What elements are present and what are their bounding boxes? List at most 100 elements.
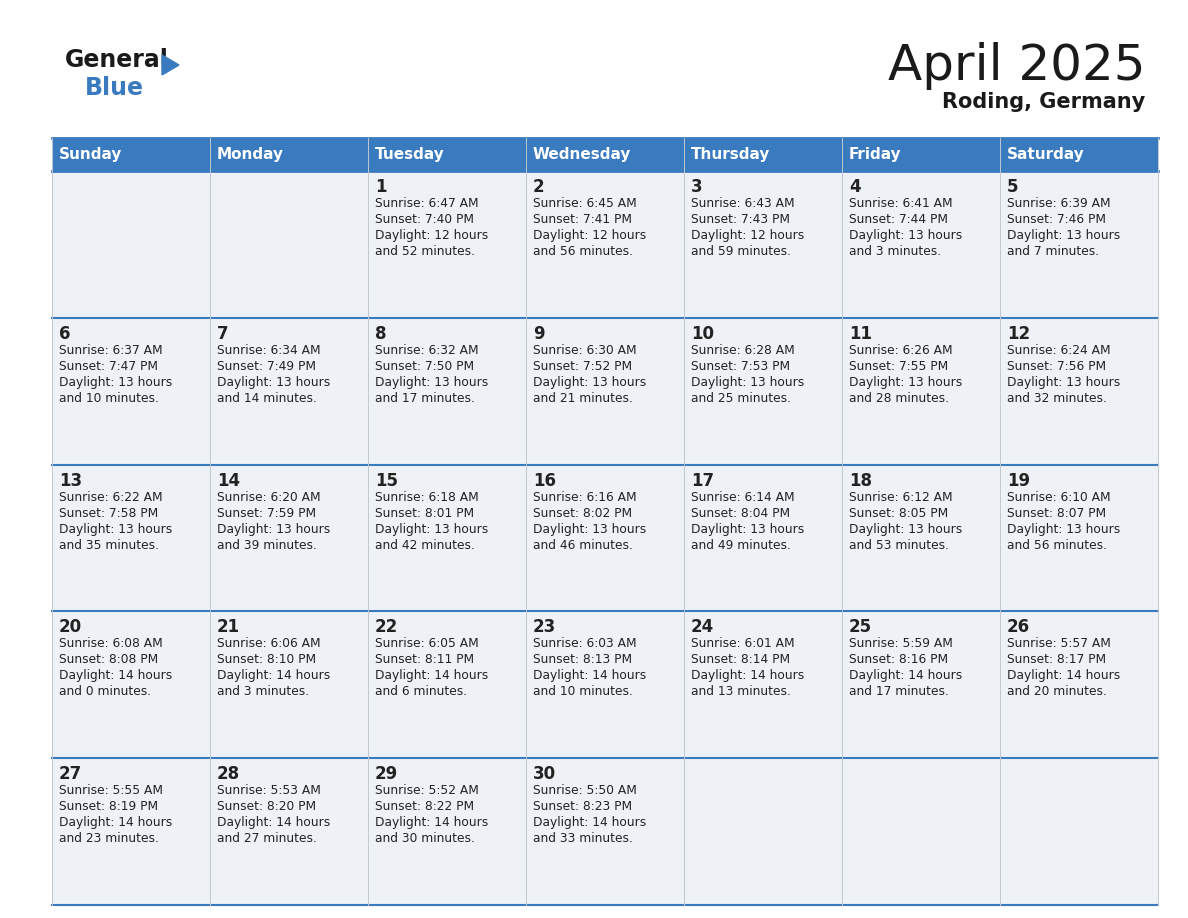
Text: Daylight: 14 hours: Daylight: 14 hours — [375, 669, 488, 682]
Text: 4: 4 — [849, 178, 860, 196]
Text: and 25 minutes.: and 25 minutes. — [691, 392, 791, 405]
Text: 5: 5 — [1007, 178, 1018, 196]
Text: Sunrise: 6:41 AM: Sunrise: 6:41 AM — [849, 197, 953, 210]
Text: Sunrise: 6:32 AM: Sunrise: 6:32 AM — [375, 344, 479, 357]
Bar — [210, 611, 368, 758]
Text: Sunrise: 6:22 AM: Sunrise: 6:22 AM — [59, 490, 163, 504]
Bar — [684, 171, 842, 318]
Text: and 13 minutes.: and 13 minutes. — [691, 686, 791, 699]
Text: Sunset: 7:59 PM: Sunset: 7:59 PM — [217, 507, 316, 520]
Text: and 6 minutes.: and 6 minutes. — [375, 686, 467, 699]
Text: Sunset: 8:11 PM: Sunset: 8:11 PM — [375, 654, 474, 666]
Text: Sunrise: 6:43 AM: Sunrise: 6:43 AM — [691, 197, 795, 210]
Text: and 32 minutes.: and 32 minutes. — [1007, 392, 1107, 405]
Bar — [526, 318, 684, 465]
Text: Sunrise: 5:52 AM: Sunrise: 5:52 AM — [375, 784, 479, 797]
Text: and 0 minutes.: and 0 minutes. — [59, 686, 151, 699]
Text: and 7 minutes.: and 7 minutes. — [1007, 245, 1099, 258]
Text: Sunrise: 6:20 AM: Sunrise: 6:20 AM — [217, 490, 321, 504]
Text: Sunrise: 6:30 AM: Sunrise: 6:30 AM — [533, 344, 637, 357]
Bar — [1000, 171, 1158, 318]
Text: Sunrise: 5:53 AM: Sunrise: 5:53 AM — [217, 784, 321, 797]
Text: and 3 minutes.: and 3 minutes. — [849, 245, 941, 258]
Text: Sunrise: 6:24 AM: Sunrise: 6:24 AM — [1007, 344, 1111, 357]
Text: Daylight: 14 hours: Daylight: 14 hours — [691, 669, 804, 682]
Bar — [842, 611, 1000, 758]
Bar — [210, 758, 368, 905]
Text: 16: 16 — [533, 472, 556, 489]
Text: 2: 2 — [533, 178, 544, 196]
Bar — [52, 465, 210, 611]
Text: 6: 6 — [59, 325, 70, 342]
Bar — [368, 138, 526, 171]
Bar — [52, 171, 210, 318]
Text: 25: 25 — [849, 619, 872, 636]
Text: Sunset: 7:56 PM: Sunset: 7:56 PM — [1007, 360, 1106, 373]
Text: Daylight: 14 hours: Daylight: 14 hours — [217, 816, 330, 829]
Text: Daylight: 13 hours: Daylight: 13 hours — [849, 229, 962, 242]
Text: Blue: Blue — [86, 76, 144, 100]
Text: 21: 21 — [217, 619, 240, 636]
Text: Sunset: 8:19 PM: Sunset: 8:19 PM — [59, 800, 158, 813]
Text: 27: 27 — [59, 766, 82, 783]
Text: Daylight: 14 hours: Daylight: 14 hours — [217, 669, 330, 682]
Text: Daylight: 13 hours: Daylight: 13 hours — [217, 522, 330, 535]
Text: 28: 28 — [217, 766, 240, 783]
Text: Saturday: Saturday — [1007, 147, 1085, 162]
Bar — [684, 611, 842, 758]
Text: 13: 13 — [59, 472, 82, 489]
Text: and 33 minutes.: and 33 minutes. — [533, 833, 633, 845]
Bar — [842, 138, 1000, 171]
Text: Sunrise: 6:10 AM: Sunrise: 6:10 AM — [1007, 490, 1111, 504]
Text: Daylight: 13 hours: Daylight: 13 hours — [533, 375, 646, 389]
Bar — [842, 758, 1000, 905]
Text: and 56 minutes.: and 56 minutes. — [1007, 539, 1107, 552]
Text: Daylight: 13 hours: Daylight: 13 hours — [849, 375, 962, 389]
Text: Daylight: 12 hours: Daylight: 12 hours — [533, 229, 646, 242]
Bar — [52, 611, 210, 758]
Bar — [842, 465, 1000, 611]
Text: and 21 minutes.: and 21 minutes. — [533, 392, 633, 405]
Bar — [684, 758, 842, 905]
Text: Sunset: 8:16 PM: Sunset: 8:16 PM — [849, 654, 948, 666]
Text: 19: 19 — [1007, 472, 1030, 489]
Bar — [684, 138, 842, 171]
Text: Sunset: 8:13 PM: Sunset: 8:13 PM — [533, 654, 632, 666]
Text: Sunset: 7:50 PM: Sunset: 7:50 PM — [375, 360, 474, 373]
Text: Sunset: 7:52 PM: Sunset: 7:52 PM — [533, 360, 632, 373]
Text: 12: 12 — [1007, 325, 1030, 342]
Text: Sunset: 8:20 PM: Sunset: 8:20 PM — [217, 800, 316, 813]
Text: 30: 30 — [533, 766, 556, 783]
Text: Sunrise: 5:59 AM: Sunrise: 5:59 AM — [849, 637, 953, 650]
Bar — [210, 465, 368, 611]
Text: Sunset: 8:17 PM: Sunset: 8:17 PM — [1007, 654, 1106, 666]
Text: Sunset: 8:01 PM: Sunset: 8:01 PM — [375, 507, 474, 520]
Bar — [52, 758, 210, 905]
Text: 22: 22 — [375, 619, 398, 636]
Bar — [684, 465, 842, 611]
Bar — [210, 318, 368, 465]
Text: General: General — [65, 48, 169, 72]
Text: Daylight: 14 hours: Daylight: 14 hours — [59, 669, 172, 682]
Text: Roding, Germany: Roding, Germany — [942, 92, 1145, 112]
Text: Sunset: 8:08 PM: Sunset: 8:08 PM — [59, 654, 158, 666]
Text: Daylight: 13 hours: Daylight: 13 hours — [1007, 375, 1120, 389]
Bar — [52, 318, 210, 465]
Text: Sunset: 7:58 PM: Sunset: 7:58 PM — [59, 507, 158, 520]
Text: and 49 minutes.: and 49 minutes. — [691, 539, 791, 552]
Text: Sunset: 7:55 PM: Sunset: 7:55 PM — [849, 360, 948, 373]
Text: Sunset: 8:23 PM: Sunset: 8:23 PM — [533, 800, 632, 813]
Text: 15: 15 — [375, 472, 398, 489]
Text: Sunset: 7:53 PM: Sunset: 7:53 PM — [691, 360, 790, 373]
Text: Daylight: 13 hours: Daylight: 13 hours — [1007, 522, 1120, 535]
Text: and 17 minutes.: and 17 minutes. — [849, 686, 949, 699]
Text: Sunset: 7:43 PM: Sunset: 7:43 PM — [691, 213, 790, 226]
Text: Daylight: 13 hours: Daylight: 13 hours — [375, 522, 488, 535]
Text: Sunrise: 6:03 AM: Sunrise: 6:03 AM — [533, 637, 637, 650]
Text: and 27 minutes.: and 27 minutes. — [217, 833, 317, 845]
Text: Friday: Friday — [849, 147, 902, 162]
Text: Sunrise: 6:37 AM: Sunrise: 6:37 AM — [59, 344, 163, 357]
Bar — [526, 138, 684, 171]
Bar — [526, 611, 684, 758]
Text: Daylight: 13 hours: Daylight: 13 hours — [533, 522, 646, 535]
